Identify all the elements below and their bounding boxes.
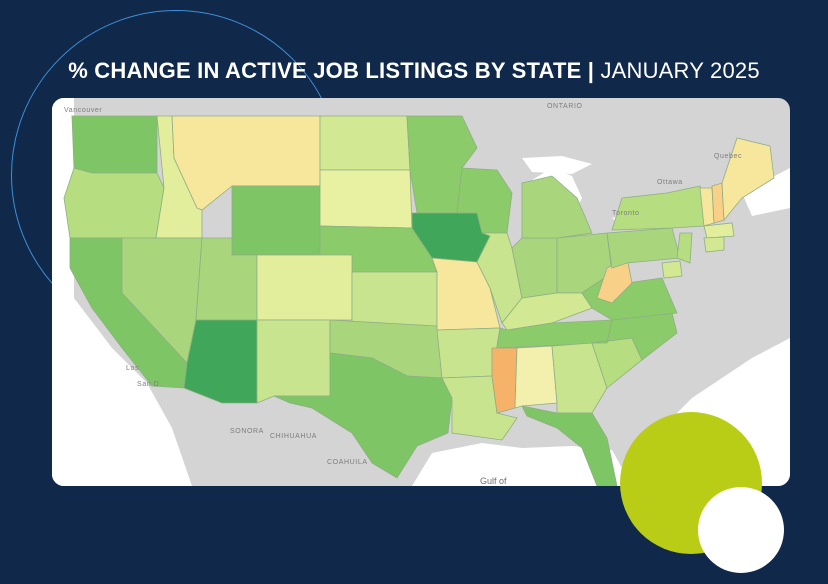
label-ottawa: Ottawa xyxy=(657,179,683,186)
lake-superior xyxy=(522,156,592,174)
label-chihuahua: CHIHUAHUA xyxy=(270,433,317,440)
label-coahuila: COAHUILA xyxy=(327,459,368,466)
state-arkansas[interactable] xyxy=(436,327,501,379)
state-alabama[interactable] xyxy=(514,345,558,409)
label-sonora: SONORA xyxy=(230,428,264,435)
label-quebec: Quebec xyxy=(714,153,742,160)
title-main: % CHANGE IN ACTIVE JOB LISTINGS BY STATE… xyxy=(68,58,595,83)
state-pennsylvania[interactable] xyxy=(606,227,681,269)
label-gulf: Gulf of xyxy=(480,476,507,486)
label-san-diego: San D xyxy=(137,381,159,388)
state-mississippi[interactable] xyxy=(491,347,518,414)
title-date: JANUARY 2025 xyxy=(600,58,760,83)
state-massachusetts[interactable] xyxy=(703,222,735,239)
state-florida[interactable] xyxy=(521,405,618,486)
state-washington[interactable] xyxy=(71,115,158,174)
state-new-york[interactable] xyxy=(611,185,708,231)
label-toronto: Toronto xyxy=(612,210,640,217)
state-south-dakota[interactable] xyxy=(319,169,413,229)
pacific-water xyxy=(52,98,192,486)
gulf-of-mexico xyxy=(412,443,632,486)
page-title: % CHANGE IN ACTIVE JOB LISTINGS BY STATE… xyxy=(0,58,828,84)
state-maryland[interactable] xyxy=(661,260,683,279)
state-new-jersey[interactable] xyxy=(676,232,693,264)
state-michigan[interactable] xyxy=(521,175,593,239)
decorative-white-circle xyxy=(698,487,784,573)
label-los-angeles: Los xyxy=(126,365,139,372)
state-texas[interactable] xyxy=(273,352,453,479)
map-svg: Vancouver ONTARIO Quebec Ottawa Toronto … xyxy=(52,98,790,486)
state-connecticut[interactable] xyxy=(703,236,725,253)
label-ontario: ONTARIO xyxy=(547,103,583,110)
state-oregon[interactable] xyxy=(63,167,165,239)
state-kansas[interactable] xyxy=(351,271,438,327)
label-vancouver: Vancouver xyxy=(64,107,102,114)
state-arizona[interactable] xyxy=(183,319,258,404)
state-north-carolina[interactable] xyxy=(591,312,678,361)
us-choropleth-map[interactable]: Vancouver ONTARIO Quebec Ottawa Toronto … xyxy=(52,98,790,486)
state-wyoming[interactable] xyxy=(231,185,321,256)
gulf-st-lawrence xyxy=(742,168,790,216)
state-north-dakota[interactable] xyxy=(319,115,411,171)
state-colorado[interactable] xyxy=(256,254,353,321)
state-maine[interactable] xyxy=(721,137,775,222)
state-new-mexico[interactable] xyxy=(256,319,331,404)
